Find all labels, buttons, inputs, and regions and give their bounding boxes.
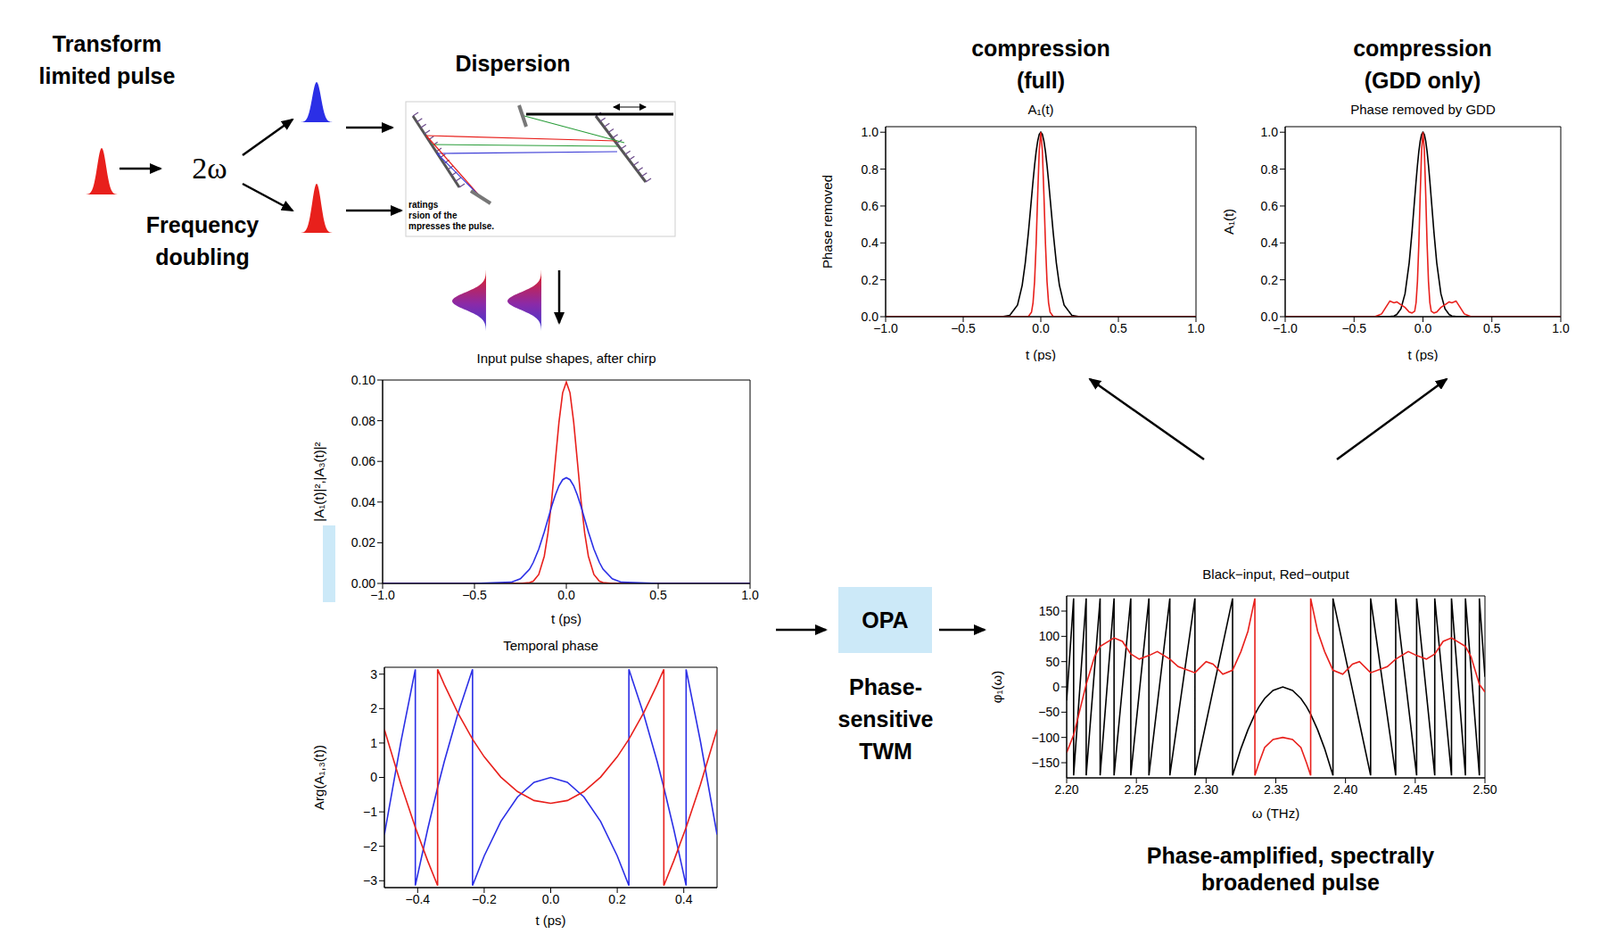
svg-text:0.04: 0.04 <box>351 494 376 510</box>
svg-text:|A₁(t)|²,|A₃(t)|²: |A₁(t)|²,|A₃(t)|² <box>311 441 327 521</box>
html-text:ratings: ratings <box>408 199 439 210</box>
svg-text:0.2: 0.2 <box>1261 272 1279 288</box>
html-text:Temporal phase: Temporal phase <box>503 637 599 653</box>
svg-text:0.4: 0.4 <box>861 235 880 250</box>
html-text:2ω: 2ω <box>192 151 228 185</box>
svg-text:2.40: 2.40 <box>1333 782 1358 797</box>
svg-text:−0.5: −0.5 <box>950 321 976 336</box>
svg-text:2.45: 2.45 <box>1402 782 1427 797</box>
svg-text:0.10: 0.10 <box>351 372 376 388</box>
html-text:Transform limited pulse: Transform limited pulse <box>38 31 176 89</box>
html-text:Phase removed by GDD: Phase removed by GDD <box>1350 101 1496 117</box>
svg-text:−2: −2 <box>362 839 378 854</box>
svg-text:0.4: 0.4 <box>1261 235 1279 250</box>
svg-text:2.35: 2.35 <box>1263 782 1288 797</box>
svg-text:−50: −50 <box>1038 704 1060 719</box>
svg-text:0.4: 0.4 <box>675 891 693 907</box>
svg-text:1: 1 <box>370 735 378 751</box>
svg-text:Phase removed: Phase removed <box>820 174 835 269</box>
html-text:Dispersion: Dispersion <box>455 50 571 76</box>
html-text:A₁(t): A₁(t) <box>1027 101 1054 117</box>
svg-text:−0.4: −0.4 <box>404 891 430 907</box>
svg-text:0.0: 0.0 <box>861 309 880 324</box>
html-text:Input pulse shapes, after chir: Input pulse shapes, after chirp <box>476 350 656 366</box>
svg-text:100: 100 <box>1039 628 1061 644</box>
svg-text:0: 0 <box>370 769 378 784</box>
svg-text:−3: −3 <box>362 873 378 888</box>
svg-text:3: 3 <box>370 667 378 682</box>
svg-text:Arg(A₁,₃(t)): Arg(A₁,₃(t)) <box>311 744 327 810</box>
svg-text:φ₁(ω): φ₁(ω) <box>989 670 1005 704</box>
html-text:rsion of the: rsion of the <box>408 210 458 221</box>
svg-text:−1.0: −1.0 <box>1272 320 1298 336</box>
svg-text:−0.2: −0.2 <box>471 891 497 907</box>
svg-text:1.0: 1.0 <box>1551 321 1570 336</box>
svg-text:0.08: 0.08 <box>351 413 376 429</box>
svg-text:−1.0: −1.0 <box>873 320 898 336</box>
html-text:compression (full): compression (full) <box>971 35 1111 93</box>
svg-text:1.0: 1.0 <box>1187 321 1205 336</box>
svg-text:0.06: 0.06 <box>351 453 376 469</box>
svg-text:1.0: 1.0 <box>741 587 759 603</box>
svg-text:0.0: 0.0 <box>557 587 576 603</box>
svg-text:0.0: 0.0 <box>542 891 561 907</box>
svg-text:t (ps): t (ps) <box>535 912 566 928</box>
html-text:mpresses the pulse.: mpresses the pulse. <box>408 221 495 231</box>
svg-text:150: 150 <box>1039 603 1061 619</box>
svg-text:t (ps): t (ps) <box>551 610 582 627</box>
svg-text:2.25: 2.25 <box>1124 782 1149 797</box>
svg-text:2.30: 2.30 <box>1194 782 1219 797</box>
svg-text:0.5: 0.5 <box>649 587 668 603</box>
svg-text:2.20: 2.20 <box>1054 782 1079 797</box>
svg-text:t (ps): t (ps) <box>1407 346 1438 362</box>
svg-text:0: 0 <box>1052 679 1060 694</box>
svg-text:t (ps): t (ps) <box>1025 346 1056 362</box>
svg-text:0.5: 0.5 <box>1483 321 1502 336</box>
svg-text:0.8: 0.8 <box>861 162 880 177</box>
html-text:Frequency doubling: Frequency doubling <box>146 212 259 270</box>
svg-text:1.0: 1.0 <box>861 124 880 140</box>
svg-text:0.6: 0.6 <box>861 198 880 214</box>
svg-text:2.50: 2.50 <box>1472 782 1497 797</box>
svg-text:A₁(t): A₁(t) <box>1221 208 1237 235</box>
svg-text:0.8: 0.8 <box>1261 162 1279 177</box>
svg-text:1.0: 1.0 <box>1261 124 1279 140</box>
svg-text:−1.0: −1.0 <box>370 587 395 602</box>
svg-text:0.02: 0.02 <box>351 535 376 550</box>
svg-text:0.6: 0.6 <box>1261 198 1279 214</box>
svg-text:−150: −150 <box>1030 755 1060 770</box>
svg-text:0.0: 0.0 <box>1414 321 1433 336</box>
svg-text:0.0: 0.0 <box>1031 321 1050 336</box>
svg-text:2: 2 <box>370 701 378 716</box>
html-text:Black−input, Red−output: Black−input, Red−output <box>1202 566 1350 582</box>
svg-text:50: 50 <box>1045 654 1060 669</box>
svg-text:0.2: 0.2 <box>608 891 627 907</box>
html-text:Phase-sensitive TWM: Phase-sensitive TWM <box>837 674 934 764</box>
svg-text:0.5: 0.5 <box>1109 321 1128 336</box>
svg-text:0.2: 0.2 <box>861 272 880 288</box>
svg-text:ω (THz): ω (THz) <box>1252 805 1300 821</box>
html-text:compression (GDD only): compression (GDD only) <box>1353 35 1492 93</box>
svg-text:0.00: 0.00 <box>351 576 376 591</box>
svg-text:0.0: 0.0 <box>1261 309 1279 324</box>
html-text:Phase-amplified, spectrally br: Phase-amplified, spectrally broadened pu… <box>1146 842 1435 895</box>
svg-text:−0.5: −0.5 <box>461 587 487 603</box>
html-text:OPA: OPA <box>861 607 909 633</box>
svg-text:−0.5: −0.5 <box>1341 321 1367 336</box>
svg-text:−100: −100 <box>1030 730 1060 745</box>
svg-text:−1: −1 <box>362 804 378 819</box>
